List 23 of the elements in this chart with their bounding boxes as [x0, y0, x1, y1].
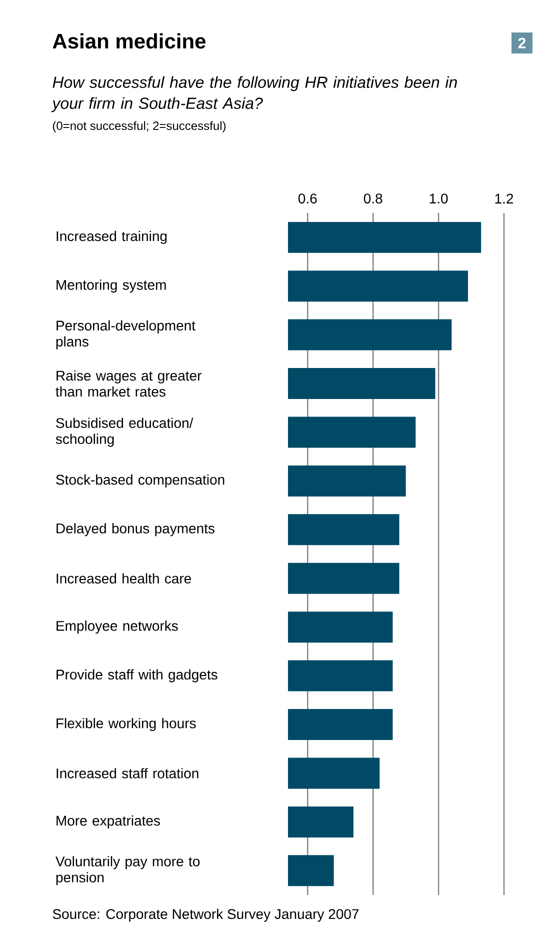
- y-tick-label: Employee networks: [56, 620, 178, 634]
- y-tick-label: Provide staff with gadgets: [56, 669, 218, 682]
- x-tick-label: 1.2: [495, 194, 514, 204]
- y-tick-label: Stock-based compensation: [56, 474, 224, 488]
- y-tick-label: Flexible working hours: [56, 718, 196, 732]
- y-tick-label: Increased staff rotation: [56, 768, 198, 778]
- y-tick-label: Mentoring system: [56, 280, 166, 293]
- y-tick-label: Personal-development plans: [56, 320, 196, 350]
- chart-title: Asian medicine: [52, 33, 206, 49]
- y-tick-label: Subsidised education/ schooling: [56, 418, 194, 447]
- text: 2: [518, 38, 526, 48]
- source-note: Source: Corporate Network Survey January 2007: [52, 908, 359, 922]
- chart-subtitle: How successful have the following HR initiatives been in your firm in South-East Asia?: [51, 76, 457, 112]
- y-tick-label: Increased health care: [56, 573, 192, 584]
- y-tick-label: Raise wages at greater than market rates: [56, 370, 202, 397]
- text: (0=not successful; 2=successful): [52, 121, 226, 132]
- y-tick-label: Delayed bonus payments: [56, 523, 214, 536]
- x-tick-label: 0.8: [364, 194, 382, 204]
- y-tick-label: More expatriates: [56, 815, 160, 828]
- x-tick-label: 1.0: [430, 194, 448, 204]
- x-tick-label: 0.6: [298, 194, 317, 204]
- y-tick-label: Increased training: [56, 230, 167, 244]
- y-tick-label: Voluntarily pay more to pension: [56, 856, 200, 886]
